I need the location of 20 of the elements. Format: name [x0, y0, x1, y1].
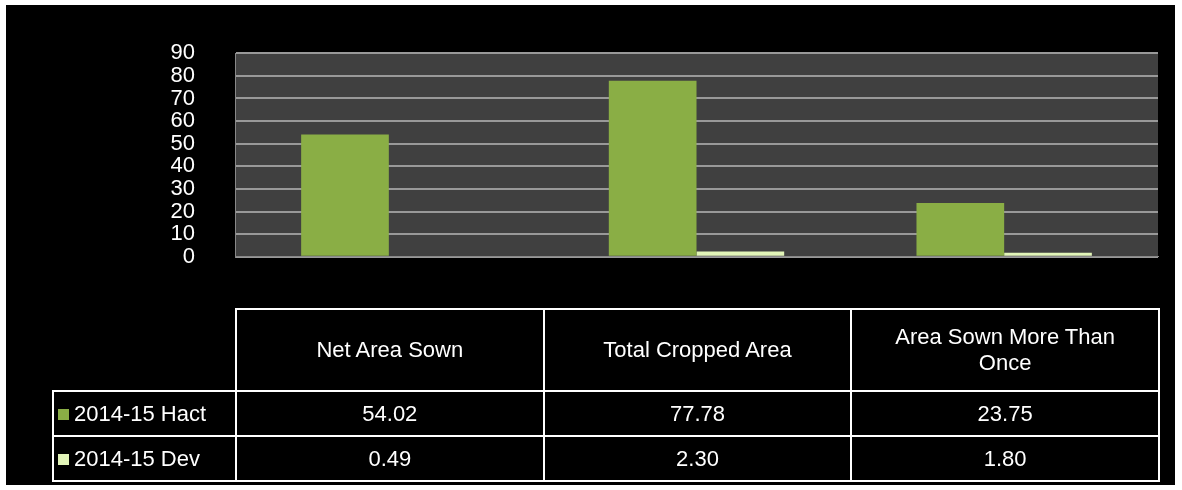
- y-tick-label: 20: [170, 197, 195, 223]
- bar: [608, 80, 697, 256]
- x-tick-label: Area Sown More Than Once: [851, 309, 1159, 391]
- data-label: 77.78: [543, 391, 852, 436]
- bar: [916, 203, 1005, 256]
- y-tick-label: 30: [170, 175, 195, 200]
- data-label: 54.02: [236, 391, 544, 436]
- y-tick-label: 70: [170, 84, 195, 110]
- bar: [696, 251, 785, 256]
- data-label: 23.75: [851, 391, 1159, 436]
- x-tick-label: Net Area Sown: [236, 309, 544, 391]
- legend-label: 2014-15 Hact: [53, 391, 236, 436]
- bar: [301, 134, 389, 256]
- bar: [1004, 252, 1092, 256]
- y-tick-label: 40: [170, 152, 195, 178]
- data-label: 0.49: [236, 436, 544, 481]
- data-label: 2.30: [543, 436, 852, 481]
- legend-label: 2014-15 Dev: [53, 436, 236, 481]
- x-tick-label: Total Cropped Area: [543, 309, 852, 391]
- data-label: 1.80: [851, 436, 1159, 481]
